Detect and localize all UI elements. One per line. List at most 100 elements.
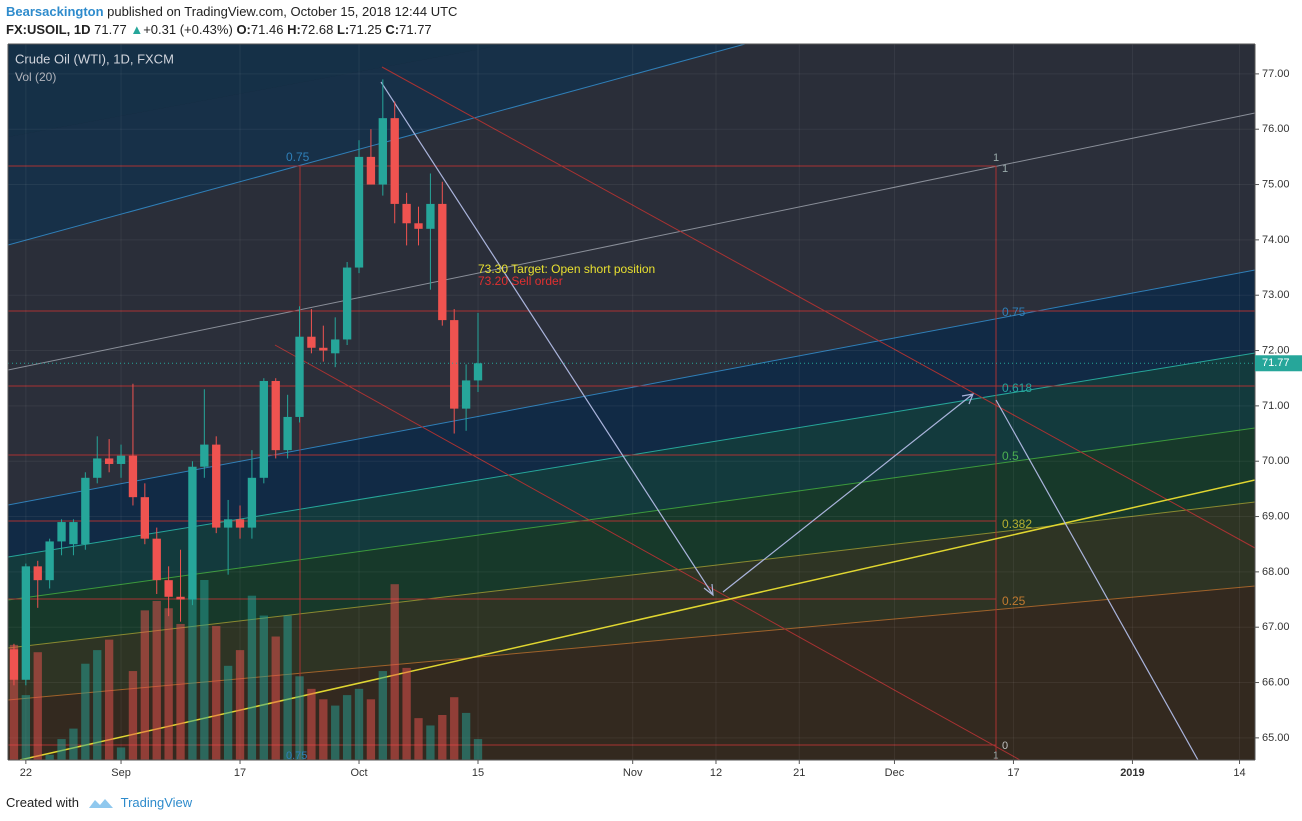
candle-body	[378, 118, 387, 185]
series-layer	[8, 44, 1255, 760]
volume-bar	[128, 671, 138, 760]
band	[8, 502, 1255, 700]
price-tag-label: 71.77	[1262, 357, 1290, 369]
volume-bar	[473, 739, 483, 760]
volume-bar	[342, 695, 352, 760]
price-tag	[1255, 355, 1302, 372]
candle-body	[188, 466, 197, 600]
trend-line	[381, 66, 1255, 549]
candle-body	[295, 336, 304, 417]
arrow: ▲	[130, 22, 144, 37]
volume-bar	[390, 584, 399, 760]
volume-bar	[45, 754, 54, 760]
channel-line	[8, 44, 748, 246]
volume-bar	[247, 595, 257, 760]
x-tick-label: 17	[234, 767, 246, 779]
volume-bar	[93, 650, 102, 760]
candle-body	[450, 320, 459, 409]
volume-bar	[176, 623, 185, 760]
candle-body	[331, 339, 340, 354]
fib-label: 0.5	[1002, 449, 1019, 463]
l-label: L:	[336, 22, 350, 37]
y-tick-label: 65.00	[1262, 732, 1290, 744]
o-label: O:	[236, 22, 251, 37]
y-tick-label: 68.00	[1262, 566, 1290, 578]
volume-bar	[426, 725, 435, 760]
trend-line	[274, 344, 1021, 760]
published: published on TradingView.com, October 15…	[107, 4, 458, 19]
candle-body	[200, 444, 209, 467]
created: Created with	[6, 795, 79, 810]
logo	[89, 799, 113, 808]
candle-body	[414, 223, 423, 229]
candle-body	[152, 538, 161, 581]
volume-bar	[152, 600, 161, 760]
x-tick-label: Sep	[111, 767, 131, 779]
annotation: 73.30 Target: Open short position	[478, 262, 655, 276]
fib-label: 0.75	[286, 750, 307, 762]
candle-body	[390, 118, 399, 204]
chart-title: Crude Oil (WTI), 1D, FXCM	[15, 51, 174, 66]
candle-body	[69, 522, 78, 545]
volume-bar	[378, 671, 387, 760]
candle-body	[461, 380, 471, 409]
volume-bar	[461, 712, 471, 760]
candle-body	[176, 596, 185, 600]
volume-bar	[450, 697, 459, 760]
candle-body	[402, 203, 411, 224]
band	[8, 44, 1255, 370]
annotation: 73.20 Sell order	[478, 274, 563, 288]
drawings	[8, 44, 1255, 760]
x-tick-label: 14	[1233, 767, 1245, 779]
band	[8, 353, 1255, 600]
volume-bar	[319, 699, 328, 760]
candle-body	[45, 541, 54, 581]
candle-body	[93, 458, 102, 478]
candle-body	[235, 519, 245, 528]
fib-label: 0.25	[1002, 594, 1026, 608]
candle-body	[116, 455, 126, 464]
volume-bar	[57, 739, 66, 760]
candle-body	[426, 203, 435, 229]
volume-bar	[200, 580, 209, 760]
candle-body	[342, 267, 352, 340]
candle-body	[354, 156, 364, 268]
candle-body	[307, 336, 316, 348]
o: 71.46	[250, 22, 284, 37]
volume-bar	[188, 595, 197, 760]
candle-body	[57, 522, 66, 542]
volume-bar	[259, 615, 268, 760]
candle-body	[9, 649, 19, 680]
chart: Crude Oil (WTI), 1D, FXCM Vol (20) 73.30…	[7, 43, 1302, 779]
volume-bar	[69, 728, 78, 760]
fib-label: 1	[1002, 163, 1008, 175]
y-tick-label: 69.00	[1262, 510, 1290, 522]
volume-bar	[223, 665, 233, 760]
y-tick-label: 70.00	[1262, 455, 1290, 467]
candle-body	[140, 497, 150, 539]
symbol: FX:USOIL, 1D	[6, 22, 91, 37]
volume-bar	[331, 705, 340, 760]
y-tick-label: 73.00	[1262, 289, 1290, 301]
arrow-head	[703, 583, 714, 597]
volume-bar	[164, 608, 173, 760]
x-tick-label: 22	[20, 767, 32, 779]
x-tick-label: Dec	[885, 767, 905, 779]
band	[8, 428, 1255, 648]
l: 71.25	[349, 22, 382, 37]
y-tick-label: 74.00	[1262, 234, 1290, 246]
volume-bar	[33, 652, 42, 760]
brand[interactable]: TradingView	[120, 795, 193, 810]
candle-body	[128, 455, 138, 498]
volume-label: Vol (20)	[15, 70, 56, 84]
volume-bar	[9, 644, 19, 760]
candle-body	[319, 347, 328, 351]
arrow-head	[961, 393, 974, 405]
fib-label: 1	[993, 751, 999, 762]
author[interactable]: Bearsackington	[6, 4, 104, 19]
y-tick-label: 77.00	[1262, 68, 1290, 80]
x-tick-label: 17	[1007, 767, 1019, 779]
x-tick-label: 21	[793, 767, 805, 779]
footer: Created with TradingView	[6, 795, 192, 810]
